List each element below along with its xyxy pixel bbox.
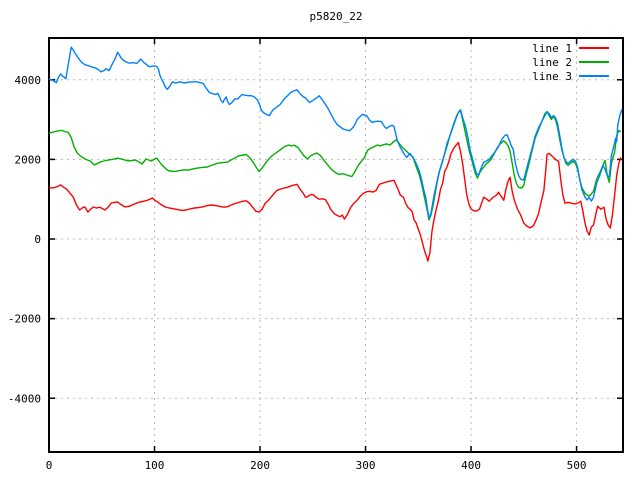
series-line-1	[48, 141, 622, 262]
x-tick-label: 500	[567, 459, 587, 472]
y-tick-label: 4000	[15, 74, 42, 87]
x-tick-label: 0	[46, 459, 53, 472]
chart-title: p5820_22	[309, 10, 363, 23]
legend-swatch-line2	[579, 61, 609, 63]
legend-label-line1: line 1	[532, 41, 572, 55]
plot-border	[48, 37, 624, 453]
y-tick-label: -2000	[8, 313, 41, 326]
x-tick-label: 400	[461, 459, 481, 472]
series-line-3	[48, 46, 623, 220]
legend-item-line1: line 1	[532, 41, 609, 55]
legend-swatch-line3	[579, 75, 609, 77]
x-tick-label: 300	[356, 459, 376, 472]
legend-label-line2: line 2	[532, 55, 572, 69]
legend: line 1 line 2 line 3	[532, 41, 609, 83]
y-tick-label: 2000	[15, 153, 42, 166]
y-tick-label: -4000	[8, 392, 41, 405]
x-tick-label: 100	[145, 459, 165, 472]
y-tick-label: 0	[34, 233, 41, 246]
x-tick-label: 200	[250, 459, 270, 472]
legend-swatch-line1	[579, 47, 609, 49]
legend-label-line3: line 3	[532, 69, 572, 83]
legend-item-line3: line 3	[532, 69, 609, 83]
legend-item-line2: line 2	[532, 55, 609, 69]
